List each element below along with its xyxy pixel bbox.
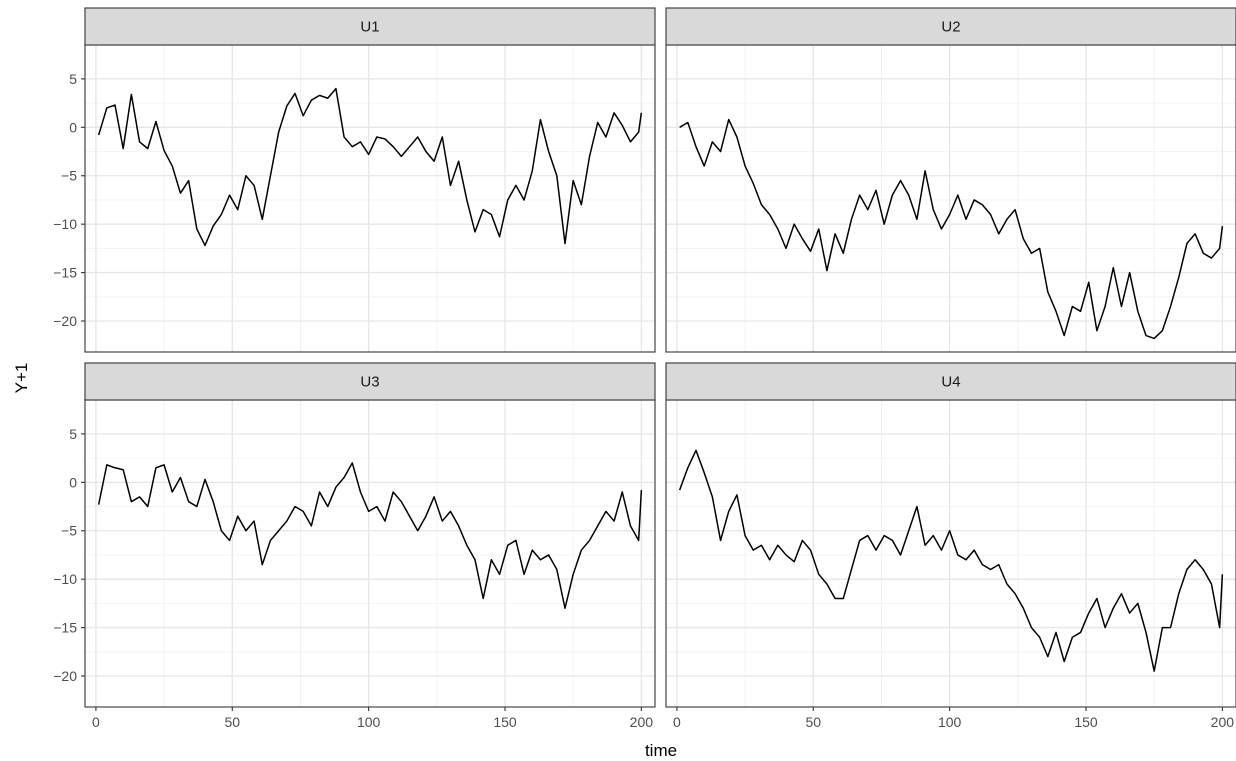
y-tick-label: 5 [69,426,77,442]
facet-panel-u2: U2 [665,7,1236,353]
strip-label: U4 [941,374,960,391]
x-tick-label: 0 [92,714,100,730]
strip-label: U3 [360,374,379,391]
strip-background [84,7,656,46]
y-axis-title: Y+1 [12,363,31,394]
y-tick-label: −15 [53,265,77,281]
y-tick-label: −15 [53,620,77,636]
facet-panels: U1 U2 U3 U4 [84,7,1236,708]
y-tick-label: −20 [53,668,77,684]
y-tick-label: 5 [69,71,77,87]
x-tick-label: 200 [1211,714,1235,730]
series-line-u3 [97,462,643,609]
x-tick-label: 100 [938,714,962,730]
strip-label: U1 [360,19,379,36]
y-tick-label: 0 [69,119,77,135]
facet-panel-u1: U1 [84,7,656,353]
y-tick-label: −5 [61,168,77,184]
facet-panel-u4: U4 [665,362,1236,708]
series-line-u1 [97,87,643,247]
series-line-u4 [678,449,1224,672]
x-tick-label: 50 [224,714,240,730]
x-tick-label: 200 [630,714,654,730]
x-tick-label: 150 [493,714,517,730]
y-tick-label: −5 [61,523,77,539]
x-tick-label: 50 [805,714,821,730]
strip-background [665,362,1236,401]
y-tick-label: −10 [53,216,77,232]
y-tick-label: 0 [69,474,77,490]
y-tick-label: −20 [53,313,77,329]
series-line-u2 [679,118,1224,340]
y-tick-label: −10 [53,571,77,587]
strip-background [665,7,1236,46]
x-tick-label: 100 [357,714,381,730]
panel-background [666,400,1236,707]
x-tick-label: 150 [1074,714,1098,730]
x-tick-label: 0 [673,714,681,730]
strip-label: U2 [941,19,960,36]
panel-background [85,400,655,707]
x-axis-title: time [645,741,677,760]
strip-background [84,362,656,401]
panel-background [85,45,655,352]
facet-panel-u3: U3 [84,362,656,708]
panel-background [666,45,1236,352]
